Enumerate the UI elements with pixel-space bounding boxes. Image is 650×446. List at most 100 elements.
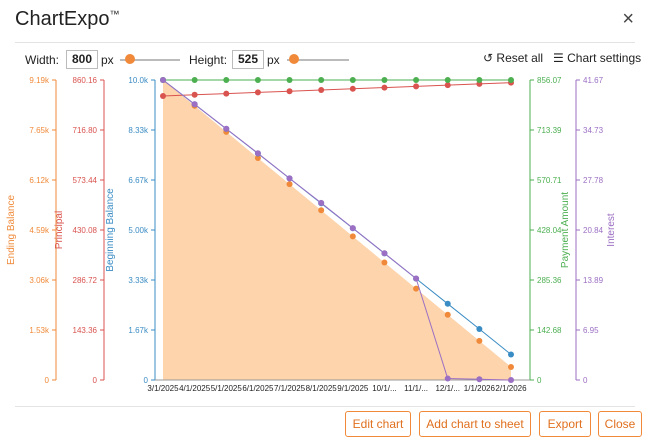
axis-tick-label: 713.39 — [537, 126, 562, 135]
height-slider-track[interactable] — [287, 59, 349, 61]
x-tick-label: 5/1/2025 — [211, 384, 243, 393]
close-icon[interactable]: × — [622, 8, 634, 30]
axis-tick-label: 430.08 — [73, 226, 98, 235]
axis-title: Interest — [606, 213, 617, 247]
series-line — [162, 79, 512, 381]
data-point — [508, 363, 514, 370]
axis-tick-label: 428.04 — [537, 226, 562, 235]
axis-tick-label: 27.78 — [583, 176, 604, 185]
chart-settings-label: Chart settings — [567, 51, 642, 65]
data-point — [508, 351, 514, 358]
axis-tick-label: 856.07 — [537, 76, 562, 85]
data-point — [286, 175, 293, 182]
axis-title: Ending Balance — [6, 195, 17, 265]
ending-balance-area — [163, 80, 511, 380]
data-point — [254, 77, 261, 83]
axis-tick-label: 286.72 — [73, 276, 98, 285]
data-point — [413, 275, 420, 282]
data-point — [413, 83, 420, 90]
axis-tick-label: 6.12k — [29, 176, 50, 185]
axis-tick-label: 6.67k — [128, 176, 149, 185]
data-point — [444, 300, 451, 307]
add-chart-to-sheet-button[interactable]: Add chart to sheet — [419, 411, 531, 437]
axis-tick-label: 143.36 — [73, 326, 98, 335]
data-point — [318, 207, 325, 214]
x-tick-label: 10/1/... — [372, 384, 396, 393]
edit-chart-button[interactable]: Edit chart — [345, 411, 411, 437]
width-label: Width: — [25, 53, 60, 67]
width-slider-track[interactable] — [120, 59, 180, 61]
amortization-chart: 0 1.53k 3.06k 4.59k 6.12k 7.65k 9.19k Ending Ba… — [6, 76, 617, 393]
axis-tick-label: 0 — [45, 376, 50, 385]
axis-tick-label: 9.19k — [29, 76, 50, 85]
axis-tick-label: 7.65k — [29, 126, 50, 135]
x-tick-label: 12/1/... — [435, 384, 459, 393]
chart-settings-button[interactable]: ☰ Chart settings — [553, 51, 641, 65]
data-point — [381, 250, 388, 257]
data-point — [160, 77, 166, 83]
export-button[interactable]: Export — [539, 411, 591, 437]
data-point — [508, 77, 514, 83]
data-point — [444, 375, 451, 382]
dialog-title: ChartExpo™ — [15, 8, 120, 30]
data-point — [381, 77, 388, 83]
data-point — [476, 326, 483, 332]
data-point — [349, 233, 356, 240]
series-line — [162, 82, 512, 97]
data-point — [286, 88, 293, 95]
height-px-unit: px — [267, 53, 280, 67]
axis-title: Beginning Balance — [105, 188, 116, 272]
axis-tick-label: 142.68 — [537, 326, 562, 335]
settings-sliders-icon: ☰ — [553, 51, 564, 65]
data-point — [444, 82, 451, 89]
x-tick-label: 4/1/2025 — [179, 384, 211, 393]
axis-tick-label: 4.59k — [29, 226, 50, 235]
axis-tick-label: 10.0k — [128, 76, 149, 85]
data-point — [349, 225, 356, 232]
data-point — [254, 155, 261, 162]
axis-tick-label: 573.44 — [73, 176, 98, 185]
data-point — [191, 77, 198, 83]
trademark-mark: ™ — [109, 9, 120, 21]
data-point — [318, 199, 325, 206]
data-point — [413, 77, 420, 83]
axis-tick-label: 5.00k — [128, 226, 149, 235]
data-point — [381, 259, 388, 266]
width-input[interactable]: 800 — [66, 50, 98, 69]
header-divider — [15, 42, 635, 43]
axis-title: Principal — [54, 211, 65, 249]
reset-all-button[interactable]: ↺ Reset all — [483, 51, 543, 65]
x-tick-label: 11/1/... — [404, 384, 428, 393]
data-point — [191, 101, 198, 108]
data-point — [254, 150, 261, 157]
width-slider-knob[interactable] — [125, 54, 135, 64]
data-point — [476, 77, 483, 83]
axis-tick-label: 0 — [144, 376, 149, 385]
axis-tick-label: 285.36 — [537, 276, 562, 285]
data-point — [223, 90, 230, 97]
reset-icon: ↺ — [483, 51, 494, 65]
data-point — [444, 77, 451, 83]
axis-tick-label: 8.33k — [128, 126, 149, 135]
axis-tick-label: 3.06k — [29, 276, 50, 285]
height-slider-knob[interactable] — [289, 54, 299, 64]
x-tick-label: 9/1/2025 — [337, 384, 369, 393]
data-point — [413, 285, 420, 292]
axis-tick-label: 34.73 — [583, 126, 604, 135]
height-label: Height: — [189, 53, 228, 67]
data-point — [476, 376, 483, 383]
data-point — [381, 84, 388, 91]
data-point — [318, 86, 325, 93]
data-point — [223, 125, 230, 132]
data-point — [223, 77, 230, 83]
reset-all-label: Reset all — [496, 51, 544, 65]
axis-tick-label: 0 — [537, 376, 542, 385]
width-px-unit: px — [101, 53, 114, 67]
data-point — [444, 311, 451, 318]
height-input[interactable]: 525 — [232, 50, 264, 69]
close-button[interactable]: Close — [598, 411, 642, 437]
data-point — [349, 77, 356, 83]
x-tick-label: 6/1/2025 — [242, 384, 274, 393]
data-point — [286, 77, 293, 83]
